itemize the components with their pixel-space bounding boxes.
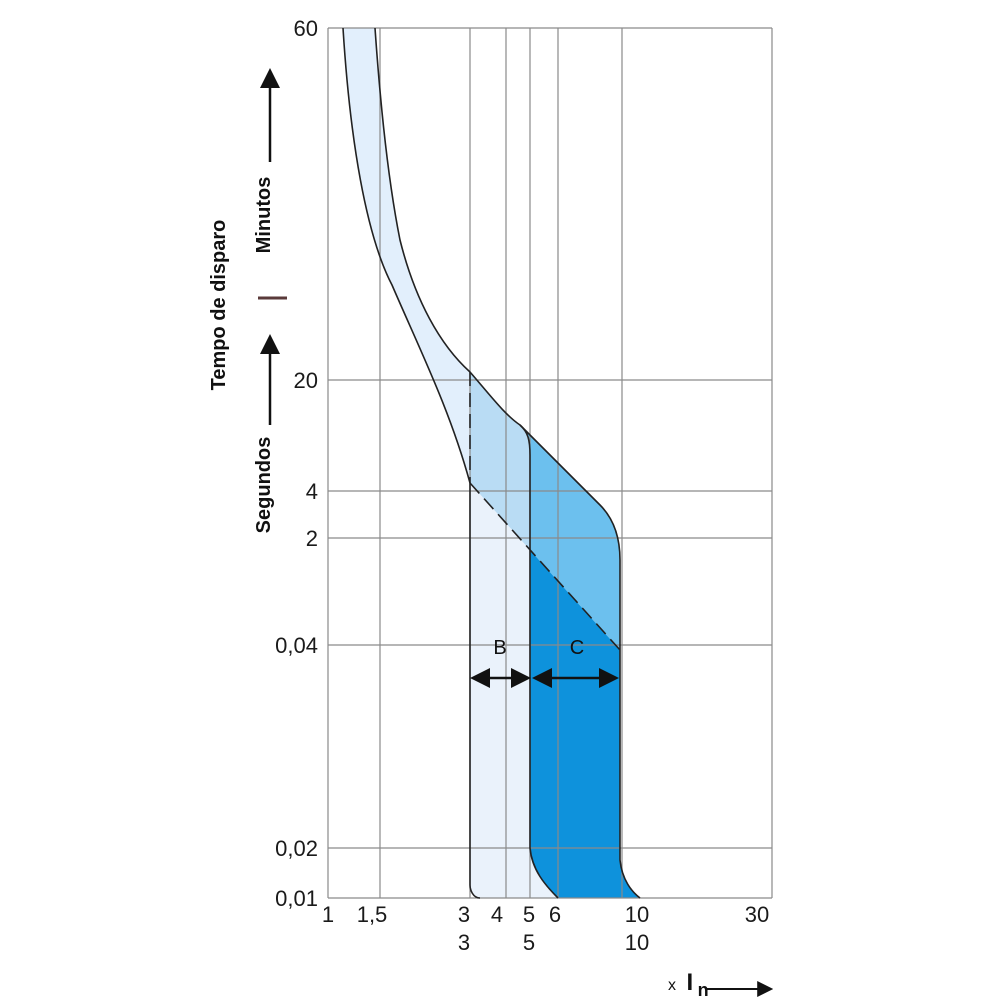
y-axis-title: Tempo de disparo	[208, 220, 230, 391]
y-tick-label: 0,02	[275, 836, 318, 861]
x-axis-multiply: x	[668, 977, 676, 994]
b-band-upper	[470, 372, 530, 550]
y-tick-label: 4	[306, 479, 318, 504]
x-axis-title: x I n	[668, 969, 709, 1000]
x-tick-label-secondary: 5	[523, 930, 535, 955]
x-tick-label-secondary: 10	[625, 930, 649, 955]
x-tick-label: 6	[549, 902, 561, 927]
y-segment-seconds: Segundos	[253, 437, 275, 534]
b-band-lower	[470, 483, 558, 898]
x-tick-label: 10	[625, 902, 649, 927]
x-axis-subscript: n	[698, 980, 709, 1000]
x-tick-label-secondary: 3	[458, 930, 470, 955]
x-tick-label: 1	[322, 902, 334, 927]
c-band-label: C	[570, 637, 584, 659]
y-tick-labels: 60 20 4 2 0,04 0,02 0,01	[275, 16, 318, 911]
x-tick-label: 4	[491, 902, 503, 927]
y-segment-minutes: Minutos	[253, 177, 275, 254]
y-tick-label: 2	[306, 526, 318, 551]
grid	[327, 27, 773, 899]
thermal-band	[343, 28, 470, 483]
x-tick-label: 5	[523, 902, 535, 927]
y-tick-label: 20	[294, 368, 318, 393]
x-tick-labels: 1 1,5 3 4 5 6 10 30 3 5 10	[322, 902, 769, 955]
x-axis-symbol: I	[686, 969, 693, 996]
y-tick-label: 60	[294, 16, 318, 41]
thermal-curve-lower	[342, 27, 471, 484]
b-band-label: B	[493, 637, 506, 659]
x-tick-label: 1,5	[357, 902, 388, 927]
b-curve-lower	[469, 483, 481, 899]
y-tick-label: 0,01	[275, 886, 318, 911]
y-tick-label: 0,04	[275, 633, 318, 658]
x-tick-label: 30	[745, 902, 769, 927]
x-tick-label: 3	[458, 902, 470, 927]
b-curve-dashed-diagonal	[469, 482, 621, 651]
c-curve-lower	[519, 424, 559, 899]
